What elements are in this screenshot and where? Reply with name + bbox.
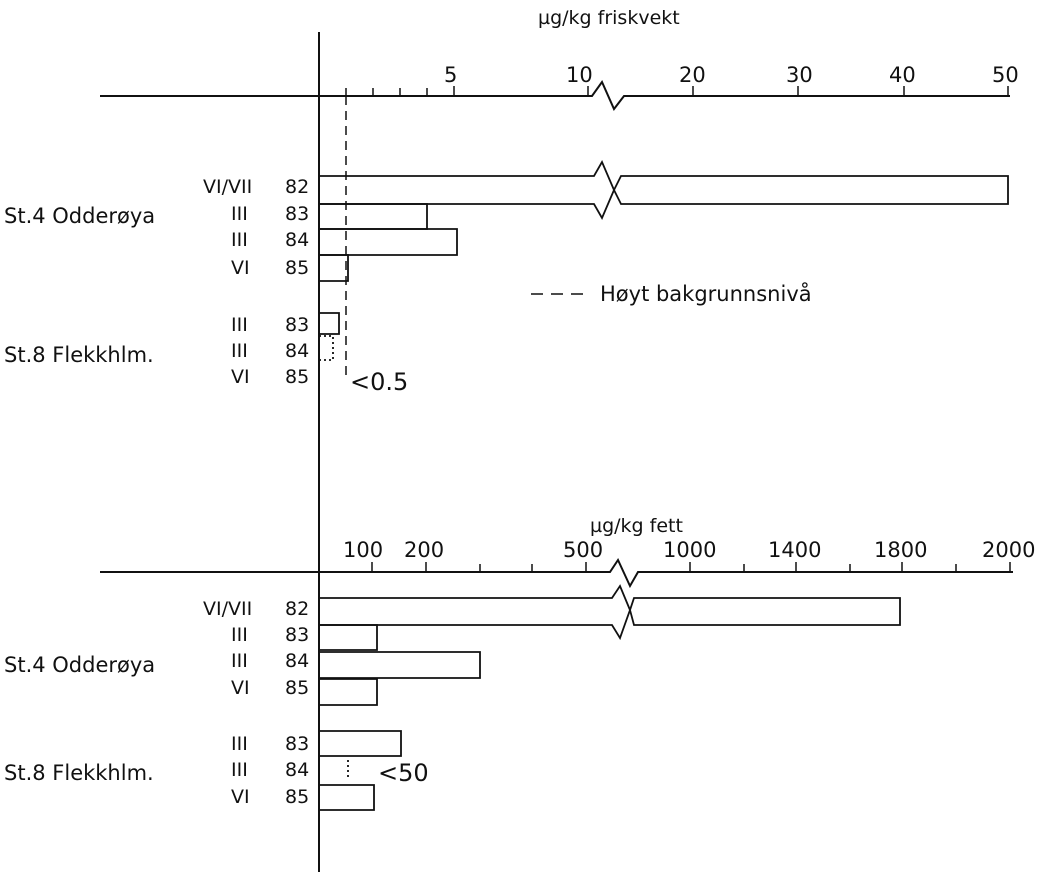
class-label: III (231, 314, 248, 336)
x-tick-labels-fett: 100 200 500 1000 1400 1800 2000 (343, 538, 1035, 562)
class-label: III (231, 733, 248, 755)
year-label: 84 (285, 229, 309, 251)
year-label: 82 (285, 598, 309, 620)
x-tick-label: 100 (343, 538, 383, 562)
class-label: VI/VII (203, 598, 252, 620)
bars-fett (319, 584, 901, 811)
x-tick-labels-friskvekt: 5 10 20 30 40 50 (444, 63, 1019, 87)
x-tick-label: 50 (992, 63, 1019, 87)
year-label: 82 (285, 176, 309, 198)
legend-label: Høyt bakgrunnsnivå (600, 281, 812, 306)
x-tick-label: 40 (889, 63, 916, 87)
year-label: 83 (285, 624, 309, 646)
x-axis-label-friskvekt: µg/kg friskvekt (538, 7, 680, 29)
year-label: 85 (285, 786, 309, 808)
detection-limit-label: <0.5 (350, 368, 408, 396)
x-ticks-fett (371, 562, 1011, 572)
x-axis-friskvekt (100, 79, 1010, 111)
year-label: 84 (285, 340, 309, 362)
bar-odderoya-83 (319, 203, 428, 230)
x-axis-label-fett: µg/kg fett (590, 515, 683, 537)
bars-friskvekt (319, 159, 1009, 361)
bar-odderoya-85-fett (319, 678, 378, 706)
panel-fett: µg/kg fett 100 200 500 1000 1400 1800 20… (4, 515, 1035, 811)
x-axis-fett (100, 557, 1013, 589)
class-label: VI/VII (203, 176, 252, 198)
class-label: III (231, 340, 248, 362)
x-tick-label: 1000 (663, 538, 716, 562)
year-label: 85 (285, 257, 309, 279)
x-tick-label: 1800 (874, 538, 927, 562)
x-tick-label: 30 (786, 63, 813, 87)
bar-odderoya-85 (319, 254, 349, 282)
year-label: 83 (285, 314, 309, 336)
station-label: St.8 Flekkhlm. (4, 761, 154, 785)
class-label: III (231, 650, 248, 672)
x-tick-label: 500 (563, 538, 603, 562)
bar-odderoya-82 (319, 159, 1009, 221)
class-label: VI (231, 257, 250, 279)
x-tick-label: 2000 (982, 538, 1035, 562)
detection-limit-label: <50 (378, 759, 429, 787)
x-tick-label: 5 (444, 63, 457, 87)
panel-friskvekt: µg/kg friskvekt 5 10 20 30 40 50 (4, 7, 1019, 396)
class-label: VI (231, 677, 250, 699)
bar-flekkhlm-85-fett (319, 784, 375, 811)
bar-odderoya-84-fett (319, 651, 481, 679)
station-label: St.4 Odderøya (4, 653, 155, 677)
class-label: III (231, 759, 248, 781)
class-label: VI (231, 786, 250, 808)
x-tick-label: 1400 (768, 538, 821, 562)
class-label: III (231, 624, 248, 646)
year-label: 83 (285, 203, 309, 225)
x-tick-label: 20 (679, 63, 706, 87)
x-tick-label: 10 (566, 63, 593, 87)
year-label: 85 (285, 677, 309, 699)
class-label: VI (231, 366, 250, 388)
x-ticks-friskvekt (345, 86, 1009, 96)
bar-flekkhlm-84 (319, 335, 334, 361)
year-label: 84 (285, 650, 309, 672)
year-label: 84 (285, 759, 309, 781)
station-label: St.8 Flekkhlm. (4, 343, 154, 367)
bar-flekkhlm-83-fett (319, 730, 402, 757)
class-label: III (231, 203, 248, 225)
year-label: 83 (285, 733, 309, 755)
x-tick-label: 200 (404, 538, 444, 562)
bar-flekkhlm-83 (319, 312, 340, 335)
bar-odderoya-83-fett (319, 624, 378, 651)
year-label: 85 (285, 366, 309, 388)
class-label: III (231, 229, 248, 251)
bar-odderoya-82-fett (319, 584, 901, 641)
bar-odderoya-84 (319, 228, 458, 256)
station-label: St.4 Odderøya (4, 204, 155, 228)
